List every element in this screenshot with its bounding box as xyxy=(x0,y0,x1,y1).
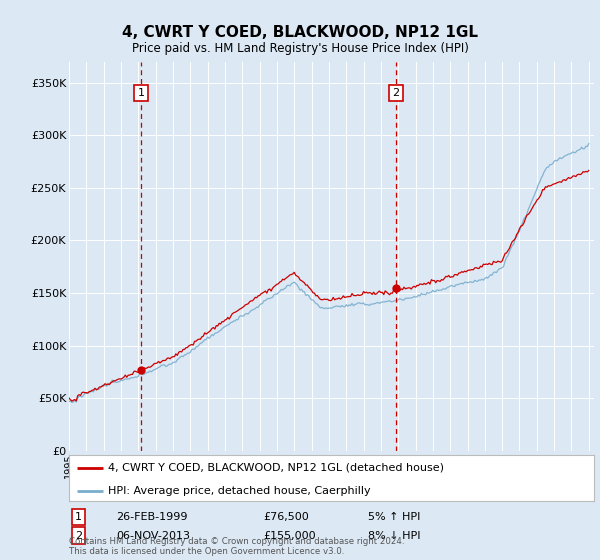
Text: £155,000: £155,000 xyxy=(263,530,316,540)
Text: 2: 2 xyxy=(75,530,82,540)
Text: 26-FEB-1999: 26-FEB-1999 xyxy=(116,512,188,522)
Text: 4, CWRT Y COED, BLACKWOOD, NP12 1GL: 4, CWRT Y COED, BLACKWOOD, NP12 1GL xyxy=(122,25,478,40)
Text: 1: 1 xyxy=(137,88,145,98)
Text: 8% ↓ HPI: 8% ↓ HPI xyxy=(368,530,421,540)
Text: 1: 1 xyxy=(75,512,82,522)
Text: Contains HM Land Registry data © Crown copyright and database right 2024.
This d: Contains HM Land Registry data © Crown c… xyxy=(69,537,404,556)
Text: 5% ↑ HPI: 5% ↑ HPI xyxy=(368,512,421,522)
Text: Price paid vs. HM Land Registry's House Price Index (HPI): Price paid vs. HM Land Registry's House … xyxy=(131,42,469,55)
Text: 4, CWRT Y COED, BLACKWOOD, NP12 1GL (detached house): 4, CWRT Y COED, BLACKWOOD, NP12 1GL (det… xyxy=(109,463,445,473)
Text: 06-NOV-2013: 06-NOV-2013 xyxy=(116,530,190,540)
Text: 2: 2 xyxy=(392,88,399,98)
Text: HPI: Average price, detached house, Caerphilly: HPI: Average price, detached house, Caer… xyxy=(109,486,371,496)
Text: £76,500: £76,500 xyxy=(263,512,309,522)
